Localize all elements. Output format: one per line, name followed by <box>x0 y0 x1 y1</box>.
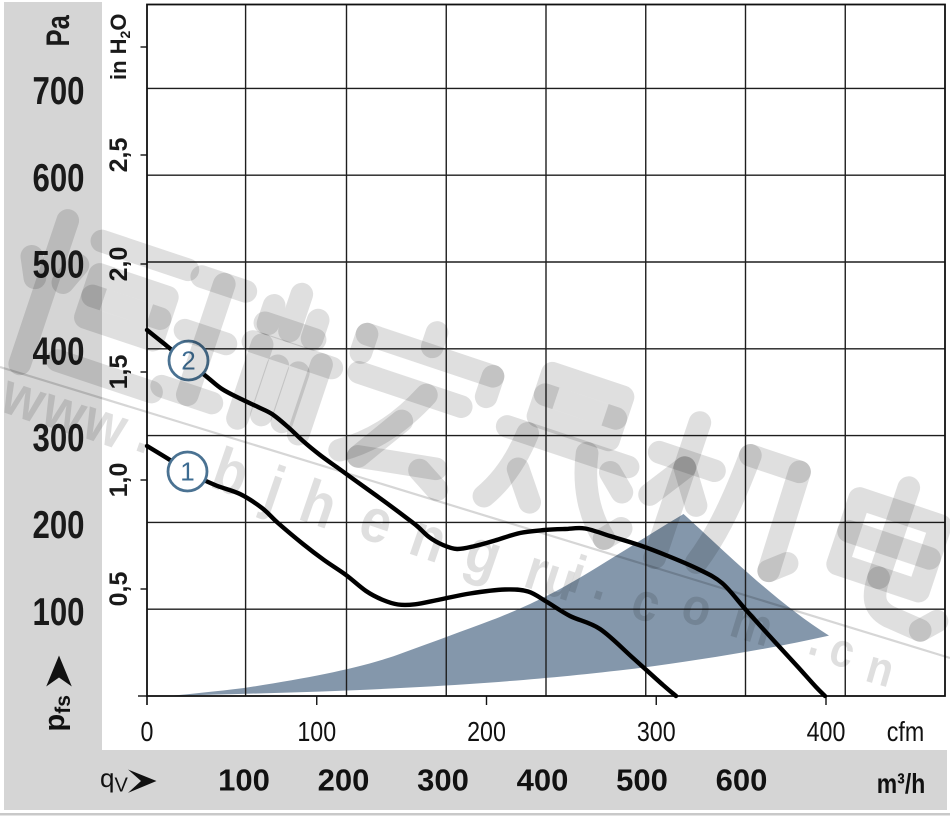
svg-text:n: n <box>861 639 901 698</box>
svg-text:300: 300 <box>32 417 84 460</box>
svg-text:200: 200 <box>467 717 506 747</box>
svg-text:300: 300 <box>637 717 676 747</box>
svg-text:100: 100 <box>32 591 84 634</box>
svg-text:1,5: 1,5 <box>105 355 133 390</box>
svg-text:2: 2 <box>181 346 195 376</box>
svg-text:0,5: 0,5 <box>105 572 133 607</box>
svg-text:400: 400 <box>517 763 569 798</box>
svg-text:500: 500 <box>616 763 668 798</box>
svg-text:j: j <box>255 453 293 523</box>
svg-text:500: 500 <box>32 243 84 286</box>
svg-text:c: c <box>824 621 862 680</box>
svg-text:1: 1 <box>180 457 194 487</box>
svg-text:200: 200 <box>318 763 370 798</box>
svg-text:600: 600 <box>32 157 84 200</box>
svg-text:n: n <box>402 500 456 576</box>
svg-text:h: h <box>292 466 346 542</box>
svg-text:2,0: 2,0 <box>105 247 133 282</box>
svg-text:2,5: 2,5 <box>105 138 133 173</box>
svg-text:1,0: 1,0 <box>105 463 133 498</box>
svg-text:700: 700 <box>32 70 84 113</box>
svg-text:300: 300 <box>417 763 469 798</box>
svg-text:400: 400 <box>807 717 846 747</box>
svg-text:100: 100 <box>218 763 270 798</box>
svg-text:in H2O: in H2O <box>106 14 133 80</box>
svg-text:g: g <box>457 515 511 591</box>
svg-text:200: 200 <box>32 504 84 547</box>
svg-text:100: 100 <box>297 717 336 747</box>
svg-text:600: 600 <box>716 763 768 798</box>
svg-text:cfm: cfm <box>887 717 924 747</box>
svg-text:m³/h: m³/h <box>877 769 925 800</box>
svg-text:400: 400 <box>32 330 84 373</box>
svg-text:e: e <box>351 484 402 559</box>
svg-text:Pa: Pa <box>41 14 76 46</box>
svg-text:0: 0 <box>141 717 154 747</box>
